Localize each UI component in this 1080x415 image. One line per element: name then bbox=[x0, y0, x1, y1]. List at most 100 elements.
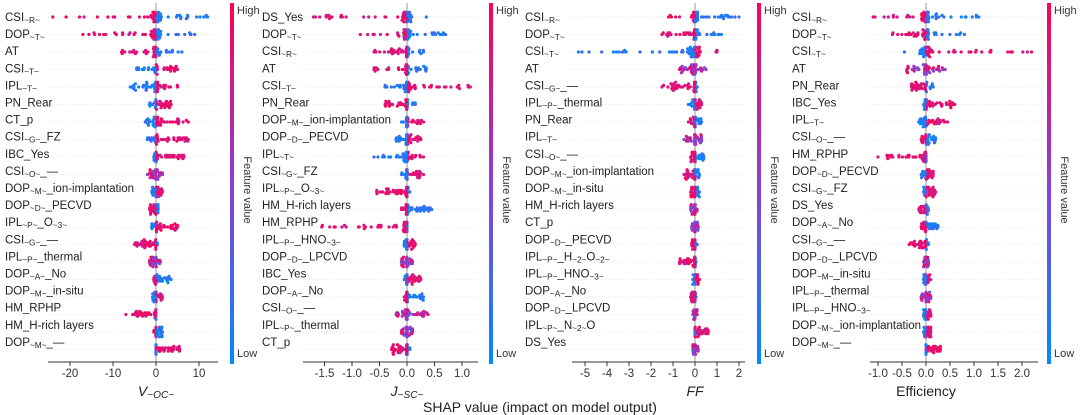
shap-dot bbox=[895, 15, 899, 19]
shap-dot bbox=[151, 255, 155, 259]
shap-dot bbox=[176, 32, 180, 37]
shap-dot bbox=[416, 139, 420, 143]
shap-dot bbox=[402, 20, 406, 24]
feature-label: HM_RPHP bbox=[792, 149, 849, 161]
shap-dot bbox=[393, 223, 397, 227]
x-tick-label: 1.0 bbox=[966, 368, 982, 380]
shap-dot bbox=[1006, 50, 1010, 54]
shap-dot bbox=[405, 308, 409, 312]
shap-dot bbox=[930, 136, 934, 140]
shap-dot bbox=[693, 230, 697, 234]
colorbar-high-label: High bbox=[237, 5, 260, 17]
shap-dot bbox=[172, 344, 176, 348]
colorbar-title: Feature value bbox=[1058, 156, 1070, 223]
shap-dot bbox=[926, 37, 931, 41]
shap-dot bbox=[690, 122, 694, 126]
feature-label: CSI~R~ bbox=[525, 12, 560, 25]
shap-dot bbox=[147, 66, 151, 70]
shap-dot bbox=[415, 295, 419, 299]
shap-dot bbox=[416, 176, 420, 180]
shap-dot bbox=[414, 153, 418, 157]
shap-dot bbox=[935, 227, 939, 231]
shap-dot bbox=[401, 67, 405, 72]
shap-dot bbox=[138, 309, 142, 313]
shap-dot bbox=[382, 50, 386, 54]
shap-dot bbox=[921, 125, 925, 129]
shap-dot bbox=[891, 31, 895, 35]
shap-dot bbox=[82, 15, 86, 19]
shap-dot bbox=[120, 52, 124, 56]
shap-dot bbox=[704, 332, 708, 336]
shap-dot bbox=[410, 206, 414, 210]
shap-dot bbox=[311, 15, 316, 19]
shap-dot bbox=[682, 31, 686, 35]
shap-dot bbox=[919, 204, 923, 208]
shap-dot bbox=[400, 314, 404, 318]
colorbar bbox=[489, 3, 493, 364]
shap-dot bbox=[142, 238, 146, 242]
shap-dot bbox=[143, 246, 147, 250]
shap-dot bbox=[417, 274, 421, 278]
shap-dot bbox=[930, 227, 934, 231]
shap-dot bbox=[407, 279, 411, 283]
shap-dot bbox=[686, 169, 690, 173]
shap-dot bbox=[938, 69, 942, 73]
shap-dot bbox=[926, 344, 931, 348]
feature-label: CSI~R~ bbox=[5, 12, 40, 25]
shap-dot bbox=[920, 47, 924, 51]
shap-dot bbox=[947, 50, 951, 54]
shap-dot bbox=[580, 50, 584, 54]
shap-dot bbox=[922, 220, 926, 224]
shap-dot bbox=[140, 67, 144, 72]
x-tick-label: -10 bbox=[105, 368, 122, 380]
shap-dot bbox=[959, 15, 963, 19]
shap-dot bbox=[900, 32, 904, 37]
shap-dot bbox=[924, 352, 928, 356]
shap-dot bbox=[152, 328, 156, 332]
shap-dot bbox=[919, 211, 923, 215]
shap-dot bbox=[158, 258, 162, 262]
shap-dot bbox=[328, 225, 332, 229]
shap-dot bbox=[419, 311, 424, 315]
shap-dot bbox=[389, 47, 394, 51]
shap-dot bbox=[405, 37, 410, 41]
x-tick-label: 0.0 bbox=[918, 368, 934, 380]
shap-dot bbox=[137, 85, 141, 89]
shap-dot bbox=[669, 82, 673, 86]
shap-dot bbox=[399, 101, 403, 105]
shap-dot bbox=[693, 160, 697, 164]
shap-dot bbox=[916, 66, 920, 70]
shap-dot bbox=[167, 276, 171, 280]
shap-dot bbox=[693, 45, 697, 49]
shap-dot bbox=[693, 220, 697, 224]
shap-dot bbox=[691, 352, 696, 356]
shap-dot bbox=[929, 187, 933, 191]
shap-dot bbox=[404, 212, 408, 216]
shap-dot bbox=[148, 171, 152, 175]
shap-dot bbox=[923, 172, 927, 177]
shap-dot bbox=[400, 171, 404, 175]
shap-dot bbox=[405, 282, 409, 286]
shap-dot bbox=[130, 85, 134, 89]
shap-dot bbox=[167, 85, 171, 89]
feature-label: DS_Yes bbox=[262, 12, 303, 24]
shap-dot bbox=[156, 47, 160, 51]
shap-dot bbox=[951, 101, 955, 105]
shap-dot bbox=[402, 244, 406, 248]
shap-dot bbox=[696, 10, 700, 14]
shap-dot bbox=[148, 168, 152, 172]
shap-dot bbox=[318, 15, 322, 19]
shap-dot bbox=[940, 104, 944, 108]
shap-dot bbox=[928, 71, 932, 75]
shap-dot bbox=[154, 63, 158, 67]
shap-dot bbox=[926, 185, 931, 189]
shap-dot bbox=[405, 317, 409, 321]
shap-dot bbox=[153, 139, 157, 143]
shap-dot bbox=[404, 185, 409, 189]
feature-label: DOP~M~_— bbox=[5, 337, 65, 350]
shap-dot bbox=[416, 118, 420, 122]
shap-dot bbox=[155, 168, 159, 172]
shap-dot bbox=[890, 153, 894, 157]
shap-dot bbox=[416, 134, 420, 138]
shap-dot bbox=[151, 193, 155, 197]
